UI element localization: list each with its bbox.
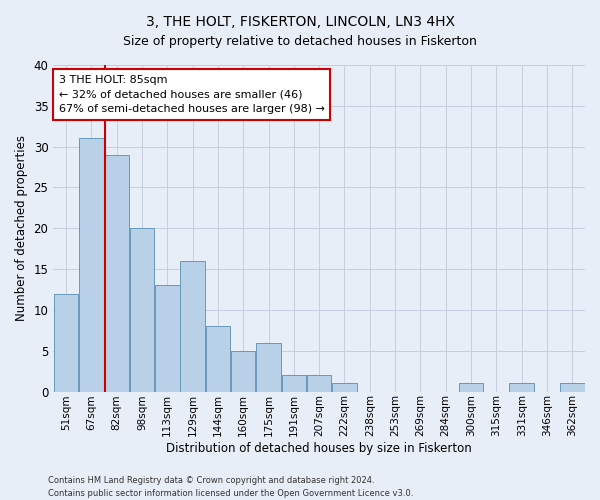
Text: Size of property relative to detached houses in Fiskerton: Size of property relative to detached ho…: [123, 35, 477, 48]
Bar: [281, 375, 306, 392]
Bar: [560, 384, 584, 392]
Text: Contains HM Land Registry data © Crown copyright and database right 2024.
Contai: Contains HM Land Registry data © Crown c…: [48, 476, 413, 498]
X-axis label: Distribution of detached houses by size in Fiskerton: Distribution of detached houses by size …: [166, 442, 472, 455]
Bar: [53, 294, 78, 392]
Bar: [104, 155, 129, 392]
Text: 3 THE HOLT: 85sqm
← 32% of detached houses are smaller (46)
67% of semi-detached: 3 THE HOLT: 85sqm ← 32% of detached hous…: [59, 75, 325, 114]
Bar: [332, 384, 357, 392]
Bar: [130, 228, 154, 392]
Bar: [231, 350, 256, 392]
Bar: [180, 261, 205, 392]
Bar: [155, 286, 179, 392]
Bar: [256, 342, 281, 392]
Bar: [509, 384, 534, 392]
Bar: [206, 326, 230, 392]
Text: 3, THE HOLT, FISKERTON, LINCOLN, LN3 4HX: 3, THE HOLT, FISKERTON, LINCOLN, LN3 4HX: [146, 15, 455, 29]
Bar: [79, 138, 104, 392]
Bar: [459, 384, 484, 392]
Bar: [307, 375, 331, 392]
Y-axis label: Number of detached properties: Number of detached properties: [15, 136, 28, 322]
